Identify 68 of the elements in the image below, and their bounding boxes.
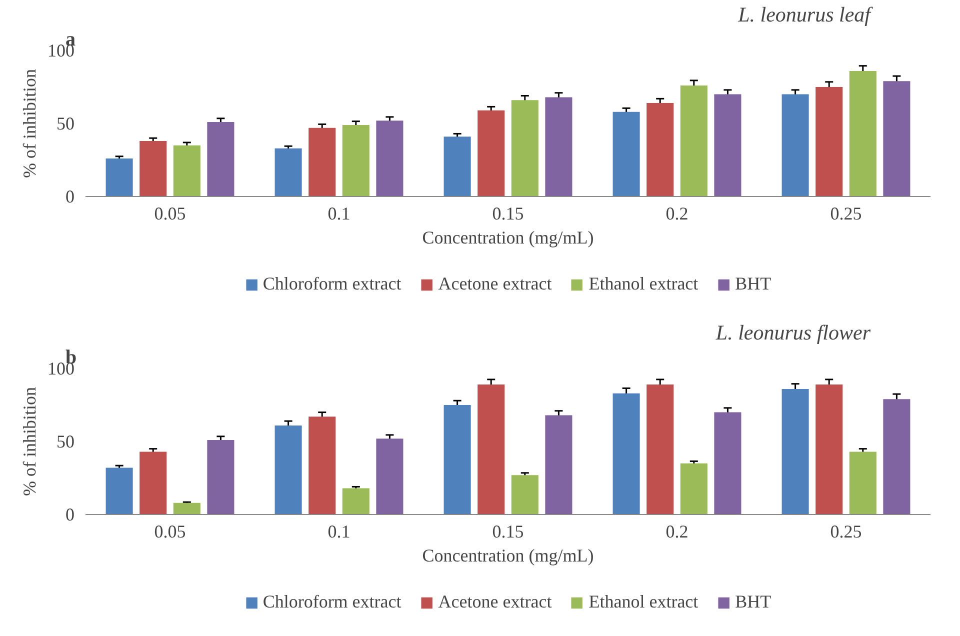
bar <box>545 415 572 514</box>
legend-label: Acetone extract <box>438 274 552 294</box>
y-tick-label: 50 <box>56 114 74 134</box>
bar <box>342 124 370 196</box>
bar <box>680 86 708 196</box>
bar <box>106 158 133 196</box>
chart-title: L. leonurus flower <box>714 320 872 344</box>
x-tick-label: 0.2 <box>666 204 688 224</box>
bar <box>816 384 843 514</box>
bar <box>849 452 876 514</box>
bar <box>140 141 167 196</box>
legend-label: Chloroform extract <box>262 592 402 612</box>
legend-label: Chloroform extract <box>262 274 402 294</box>
x-tick-label: 0.25 <box>830 204 862 224</box>
x-tick-label: 0.2 <box>666 522 688 542</box>
chart-title: L. leonurus leaf <box>737 2 874 26</box>
bar <box>274 148 302 196</box>
bar <box>173 145 200 196</box>
bar <box>478 384 505 514</box>
bar <box>782 388 809 514</box>
bar <box>274 425 302 514</box>
bar <box>849 70 876 196</box>
bar <box>444 136 471 196</box>
bar <box>342 488 370 514</box>
bar <box>612 393 640 514</box>
bar <box>308 128 336 196</box>
bar <box>782 94 809 196</box>
bar <box>883 81 910 196</box>
bar <box>376 120 404 196</box>
bar <box>444 405 471 514</box>
bar <box>173 502 200 514</box>
bar <box>478 110 505 196</box>
x-axis-title: Concentration (mg/mL) <box>422 228 594 248</box>
legend-label: Ethanol extract <box>588 274 698 294</box>
bar <box>883 399 910 514</box>
bar <box>714 412 742 514</box>
bar <box>511 100 538 196</box>
y-tick-label: 0 <box>66 186 74 206</box>
x-tick-label: 0.05 <box>154 522 186 542</box>
x-tick-label: 0.1 <box>328 522 350 542</box>
bar <box>612 112 640 196</box>
bar <box>680 463 708 514</box>
bar <box>207 440 234 514</box>
legend-label: Acetone extract <box>438 592 552 612</box>
legend-label: BHT <box>735 592 772 612</box>
y-tick-label: 0 <box>66 504 74 524</box>
x-tick-label: 0.15 <box>492 522 524 542</box>
bar <box>511 475 538 514</box>
y-axis-title: % of inhibition <box>20 386 40 496</box>
y-tick-label: 50 <box>56 432 74 452</box>
x-axis-title: Concentration (mg/mL) <box>422 546 594 566</box>
bar <box>308 416 336 514</box>
y-axis-title: % of inhibition <box>20 68 40 178</box>
x-tick-label: 0.25 <box>830 522 862 542</box>
bar <box>207 122 234 196</box>
bar <box>376 438 404 514</box>
legend-label: Ethanol extract <box>588 592 698 612</box>
bar <box>646 384 674 514</box>
bar <box>140 452 167 514</box>
x-tick-label: 0.1 <box>328 204 350 224</box>
bar <box>816 87 843 196</box>
bar <box>646 103 674 196</box>
x-tick-label: 0.05 <box>154 204 186 224</box>
bar <box>714 94 742 196</box>
legend-label: BHT <box>735 274 772 294</box>
x-tick-label: 0.15 <box>492 204 524 224</box>
bar <box>545 97 572 196</box>
bar <box>106 468 133 514</box>
